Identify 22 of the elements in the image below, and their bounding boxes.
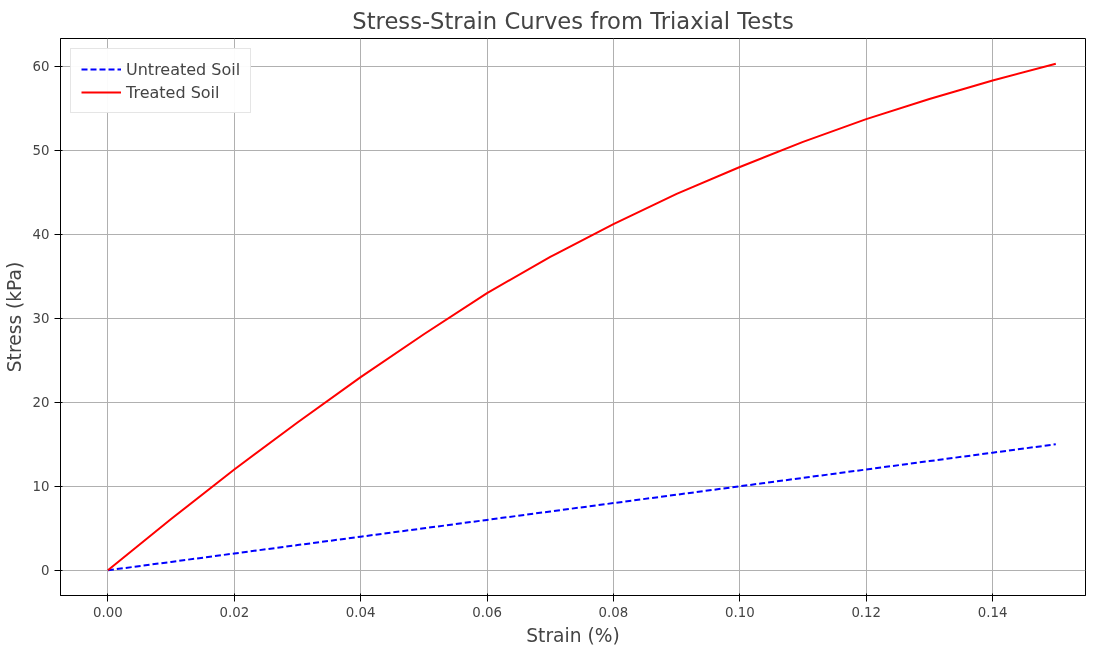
y-tick-label: 20 [32,395,50,411]
x-tick-label: 0.04 [345,604,376,620]
chart-title: Stress-Strain Curves from Triaxial Tests [352,7,794,34]
y-tick-label: 60 [32,59,50,75]
x-axis-title: Strain (%) [526,624,620,646]
line-series [106,443,1057,572]
x-tick-label: 0.14 [977,604,1008,620]
x-tick-label: 0.08 [598,604,629,620]
x-tick-label: 0.02 [219,604,250,620]
y-tick-label: 0 [41,563,50,579]
x-tick-label: 0.06 [472,604,502,620]
y-tick-label: 30 [32,311,50,327]
y-tick-label: 50 [32,143,50,159]
x-tick-label: 0.00 [93,604,123,620]
y-tick-label: 40 [32,227,50,243]
line-series [106,62,1057,572]
x-tick-label: 0.10 [724,604,755,620]
legend-label: Treated Soil [126,82,220,102]
y-axis-title: Stress (kPa) [3,261,25,373]
x-tick-label: 0.12 [851,604,882,620]
legend-label: Untreated Soil [126,59,241,79]
y-tick-label: 10 [32,479,50,495]
